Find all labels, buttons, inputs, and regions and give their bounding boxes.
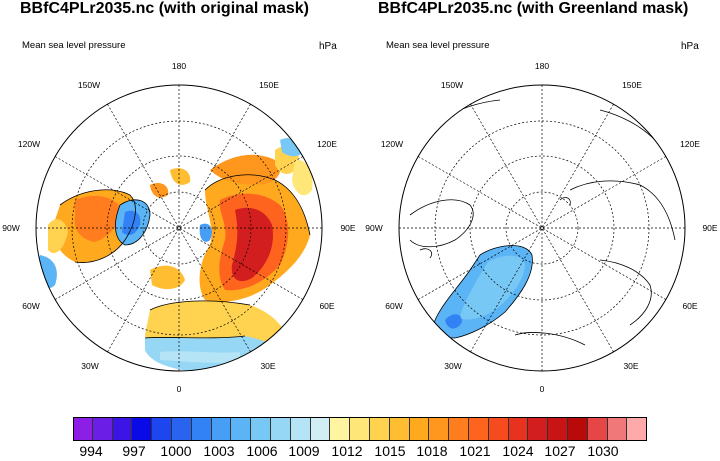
left-variable-label: Mean sea level pressure — [22, 40, 126, 51]
colorbar-cell — [350, 417, 370, 441]
right-lon-label: 150W — [440, 80, 464, 90]
colorbar-cell — [211, 417, 232, 441]
left-lon-label: 150W — [77, 80, 101, 90]
colorbar — [73, 417, 648, 441]
colorbar-cell — [627, 417, 648, 441]
colorbar-tick-label: 1030 — [587, 443, 619, 459]
left-pressure-field — [36, 138, 313, 371]
left-lon-label: 120W — [17, 139, 41, 149]
colorbar-cell — [607, 417, 628, 441]
right-variable-label: Mean sea level pressure — [386, 40, 490, 51]
colorbar-cell — [310, 417, 331, 441]
colorbar-cell — [152, 417, 172, 441]
left-lon-label: 180 — [171, 61, 187, 71]
colorbar-cell — [171, 417, 192, 441]
colorbar-cell — [330, 417, 351, 441]
colorbar-cell — [587, 417, 608, 441]
left-lon-label: 0 — [176, 384, 182, 394]
right-lon-label: 30W — [444, 361, 462, 371]
colorbar-cell — [369, 417, 390, 441]
colorbar-cell — [409, 417, 430, 441]
colorbar-cell — [290, 417, 311, 441]
colorbar-cell — [132, 417, 153, 441]
right-units-label: hPa — [681, 41, 699, 52]
colorbar-tick-label: 1018 — [416, 443, 448, 459]
colorbar-tick-label: 1003 — [203, 443, 235, 459]
left-grid — [36, 85, 322, 371]
colorbar-cell — [468, 417, 489, 441]
colorbar-cell — [429, 417, 450, 441]
right-lon-label: 60W — [385, 301, 403, 311]
colorbar-tick-label: 1000 — [160, 443, 192, 459]
left-panel-title: BBfC4PLr2035.nc (with original mask) — [20, 0, 309, 17]
colorbar-cell — [251, 417, 271, 441]
right-panel-title: BBfC4PLr2035.nc (with Greenland mask) — [378, 0, 689, 17]
left-coastlines — [59, 174, 311, 339]
right-lon-label: 90W — [365, 223, 383, 233]
right-lon-label: 0 — [539, 384, 545, 394]
left-lon-label: 30E — [260, 361, 276, 371]
colorbar-cell — [112, 417, 133, 441]
colorbar-cell — [92, 417, 113, 441]
left-units-label: hPa — [319, 41, 337, 52]
colorbar-tick-label: 1027 — [544, 443, 576, 459]
right-lon-label: 120W — [380, 139, 404, 149]
left-lon-label: 150E — [259, 80, 279, 90]
colorbar-tick-label: 1006 — [246, 443, 278, 459]
colorbar-tick-label: 1012 — [331, 443, 363, 459]
colorbar-cell — [548, 417, 568, 441]
right-lon-label: 30E — [623, 361, 639, 371]
left-map-border — [35, 84, 323, 372]
right-lon-label: 150E — [622, 80, 642, 90]
colorbar-tick-label: 997 — [122, 443, 146, 459]
right-lon-label: 90E — [702, 223, 718, 233]
colorbar-cell — [73, 417, 93, 441]
colorbar-cell — [231, 417, 252, 441]
colorbar-tick-label: 1015 — [374, 443, 406, 459]
colorbar-cell — [567, 417, 588, 441]
colorbar-cell — [449, 417, 469, 441]
right-lon-label: 180 — [534, 61, 550, 71]
left-lon-label: 90E — [340, 223, 356, 233]
left-lon-label: 60W — [22, 301, 40, 311]
right-pressure-field — [434, 245, 533, 338]
colorbar-cell — [508, 417, 529, 441]
left-lon-label: 90W — [2, 223, 20, 233]
right-lon-label: 60E — [682, 301, 698, 311]
colorbar-cell — [488, 417, 509, 441]
colorbar-tick-label: 1021 — [459, 443, 491, 459]
right-lon-label: 120E — [680, 139, 700, 149]
right-grid — [399, 85, 685, 371]
colorbar-tick-label: 1024 — [502, 443, 534, 459]
right-map-border — [398, 84, 686, 372]
colorbar-cell — [270, 417, 291, 441]
left-lon-label: 120E — [317, 139, 337, 149]
colorbar-tick-label: 994 — [79, 443, 103, 459]
right-coastlines — [409, 99, 676, 346]
colorbar-cell — [191, 417, 212, 441]
colorbar-tick-label: 1009 — [288, 443, 320, 459]
colorbar-cell — [528, 417, 549, 441]
colorbar-cell — [389, 417, 410, 441]
left-lon-label: 60E — [319, 301, 335, 311]
left-lon-label: 30W — [81, 361, 99, 371]
